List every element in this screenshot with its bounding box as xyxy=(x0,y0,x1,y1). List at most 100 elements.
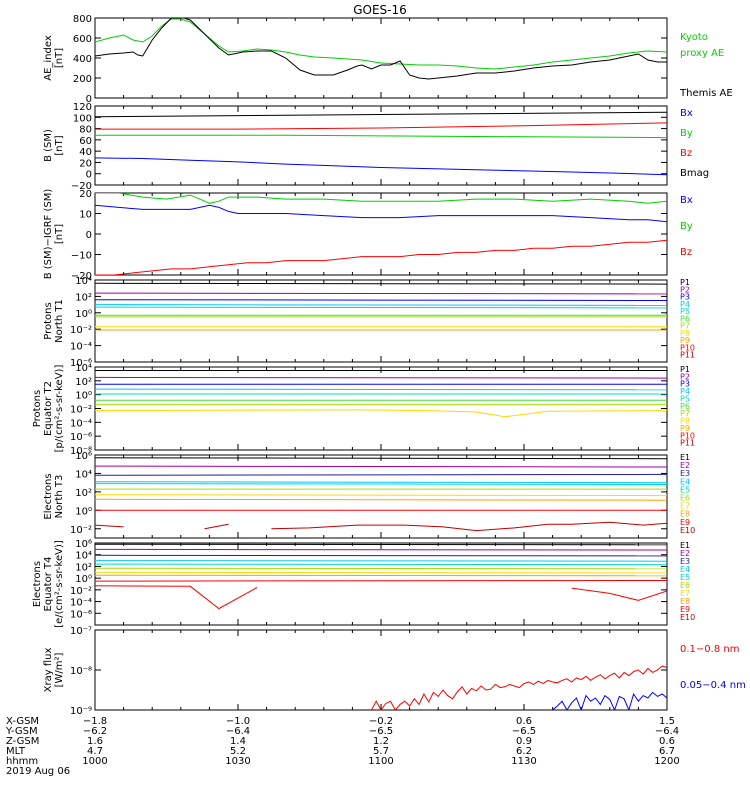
x-tick-value: 1100 xyxy=(368,756,393,767)
legend-entry: Bz xyxy=(680,247,692,258)
legend-entry: P6 xyxy=(680,402,690,411)
series-p4 xyxy=(95,388,667,391)
y-tick-label: 800 xyxy=(73,14,92,25)
panel-frame xyxy=(94,105,668,186)
legend-entry: E9 xyxy=(680,518,690,527)
panel-frame xyxy=(94,17,668,99)
y-tick-label: −10 xyxy=(71,251,92,262)
legend-entry: P9 xyxy=(680,424,690,433)
x-tick-value: 4.7 xyxy=(87,746,103,757)
series-p1 xyxy=(95,282,667,285)
series-by xyxy=(95,193,667,204)
y-tick-label: 200 xyxy=(73,74,92,85)
panel-frame xyxy=(94,192,668,276)
legend-entry: P10 xyxy=(680,431,695,440)
plot-title: GOES-16 xyxy=(353,3,407,17)
panel-ae: 0 200 400 600 800 AE_index [nT] Kyoto proxy AE Th… xyxy=(43,14,733,105)
legend-entry: E8 xyxy=(680,510,690,519)
panel-frame xyxy=(94,279,668,363)
series-e7 xyxy=(95,494,667,497)
y-tick-label: 10² xyxy=(75,292,92,303)
series-bx xyxy=(95,157,667,176)
y-tick-label: 10² xyxy=(75,562,92,573)
legend-entry: P7 xyxy=(680,409,690,418)
series-bmag xyxy=(95,111,667,118)
x-tick-value: −0.2 xyxy=(369,716,393,727)
legend-entry: P8 xyxy=(680,417,690,426)
legend-entry: Bx xyxy=(680,108,693,119)
x-tick-value: 6.2 xyxy=(516,746,532,757)
x-row-label: X-GSM xyxy=(6,716,39,727)
x-tick-value: 1.4 xyxy=(230,736,246,747)
y-tick-label: 10⁻⁶ xyxy=(70,358,92,369)
series-bx xyxy=(95,204,667,223)
series-0-1-0-8-nm xyxy=(371,665,667,710)
series-e8 xyxy=(95,574,667,577)
y-axis-label: AE_index xyxy=(43,35,54,81)
legend-entry: E7 xyxy=(680,589,690,598)
series-e10 xyxy=(204,523,229,530)
legend-entry: E10 xyxy=(680,613,695,622)
y-tick-label: 10⁻⁹ xyxy=(70,706,92,717)
x-tick-value: 1000 xyxy=(82,756,107,767)
y-tick-label: 10² xyxy=(75,488,92,499)
panel-protons-t1: 10⁴ 10² 10⁰ 10⁻² 10⁻⁴ 10⁻⁶ Protons North T1 P1P2… xyxy=(43,276,695,369)
series-e6 xyxy=(95,567,667,570)
x-tick-value: 1.2 xyxy=(373,736,389,747)
legend-entry: P1 xyxy=(680,278,690,287)
y-tick-label: 600 xyxy=(73,34,92,45)
x-tick-value: 1030 xyxy=(225,756,250,767)
series-p2 xyxy=(95,292,667,295)
x-tick-value: 5.7 xyxy=(373,746,389,757)
x-tick-value: 0.6 xyxy=(516,716,532,727)
y-axis-label: [nT] xyxy=(54,48,65,68)
legend-entry: P1 xyxy=(680,365,690,374)
x-tick-value: −6.4 xyxy=(655,726,679,737)
y-tick-label: 10⁻² xyxy=(70,586,92,597)
y-tick-label: 400 xyxy=(73,54,92,65)
series-e7 xyxy=(95,571,667,574)
legend-entry: P4 xyxy=(680,387,690,396)
legend-entry: Bz xyxy=(680,148,692,159)
y-tick-label: 10⁻⁷ xyxy=(70,626,92,637)
legend-entry: Bx xyxy=(680,195,693,206)
y-axis-label: Xray flux xyxy=(43,648,54,693)
y-tick-label: 0 xyxy=(86,170,92,181)
legend-entry: E6 xyxy=(680,581,690,590)
legend-entry: P9 xyxy=(680,336,690,345)
panel-bigrf: −20 −10 0 10 20 B (SM)−IGRF (SM) [nT] Bx By Bz xyxy=(43,189,693,282)
x-tick-value: −6.5 xyxy=(512,726,536,737)
series-p2 xyxy=(95,376,667,379)
panel-frame xyxy=(94,629,668,711)
y-axis-label: [p/(cm²-s-sr-keV)] xyxy=(54,365,65,453)
y-axis-label: Protons xyxy=(32,390,43,427)
y-tick-label: 0 xyxy=(86,94,92,105)
y-axis-label: Equator T2 xyxy=(43,381,54,436)
y-tick-label: 10⁻² xyxy=(70,405,92,416)
series-e5 xyxy=(95,483,667,485)
panel-frame xyxy=(94,366,668,451)
legend-entry: E5 xyxy=(680,485,690,494)
series-p5 xyxy=(95,306,667,309)
y-tick-label: 10⁰ xyxy=(75,309,92,320)
y-axis-label: North T3 xyxy=(54,475,65,519)
series-e1 xyxy=(95,543,667,546)
y-axis-label: Equator T4 xyxy=(43,557,54,612)
y-axis-label: Electrons xyxy=(43,473,54,519)
y-tick-label: 20 xyxy=(79,158,92,169)
x-tick-value: 1130 xyxy=(511,756,536,767)
x-tick-value: −1.0 xyxy=(226,716,250,727)
x-tick-value: 0.9 xyxy=(516,736,532,747)
legend-entry: E2 xyxy=(680,461,690,470)
y-tick-label: 10⁴ xyxy=(75,363,92,374)
y-tick-label: 10⁻⁸ xyxy=(70,666,92,677)
series-e2 xyxy=(95,548,667,551)
legend-entry: E4 xyxy=(680,565,690,574)
legend-entry: 0.1−0.8 nm xyxy=(680,644,739,655)
y-tick-label: 80 xyxy=(79,125,92,136)
series-p4 xyxy=(95,304,667,306)
series-e8 xyxy=(95,498,667,501)
x-tick-value: −6.5 xyxy=(369,726,393,737)
